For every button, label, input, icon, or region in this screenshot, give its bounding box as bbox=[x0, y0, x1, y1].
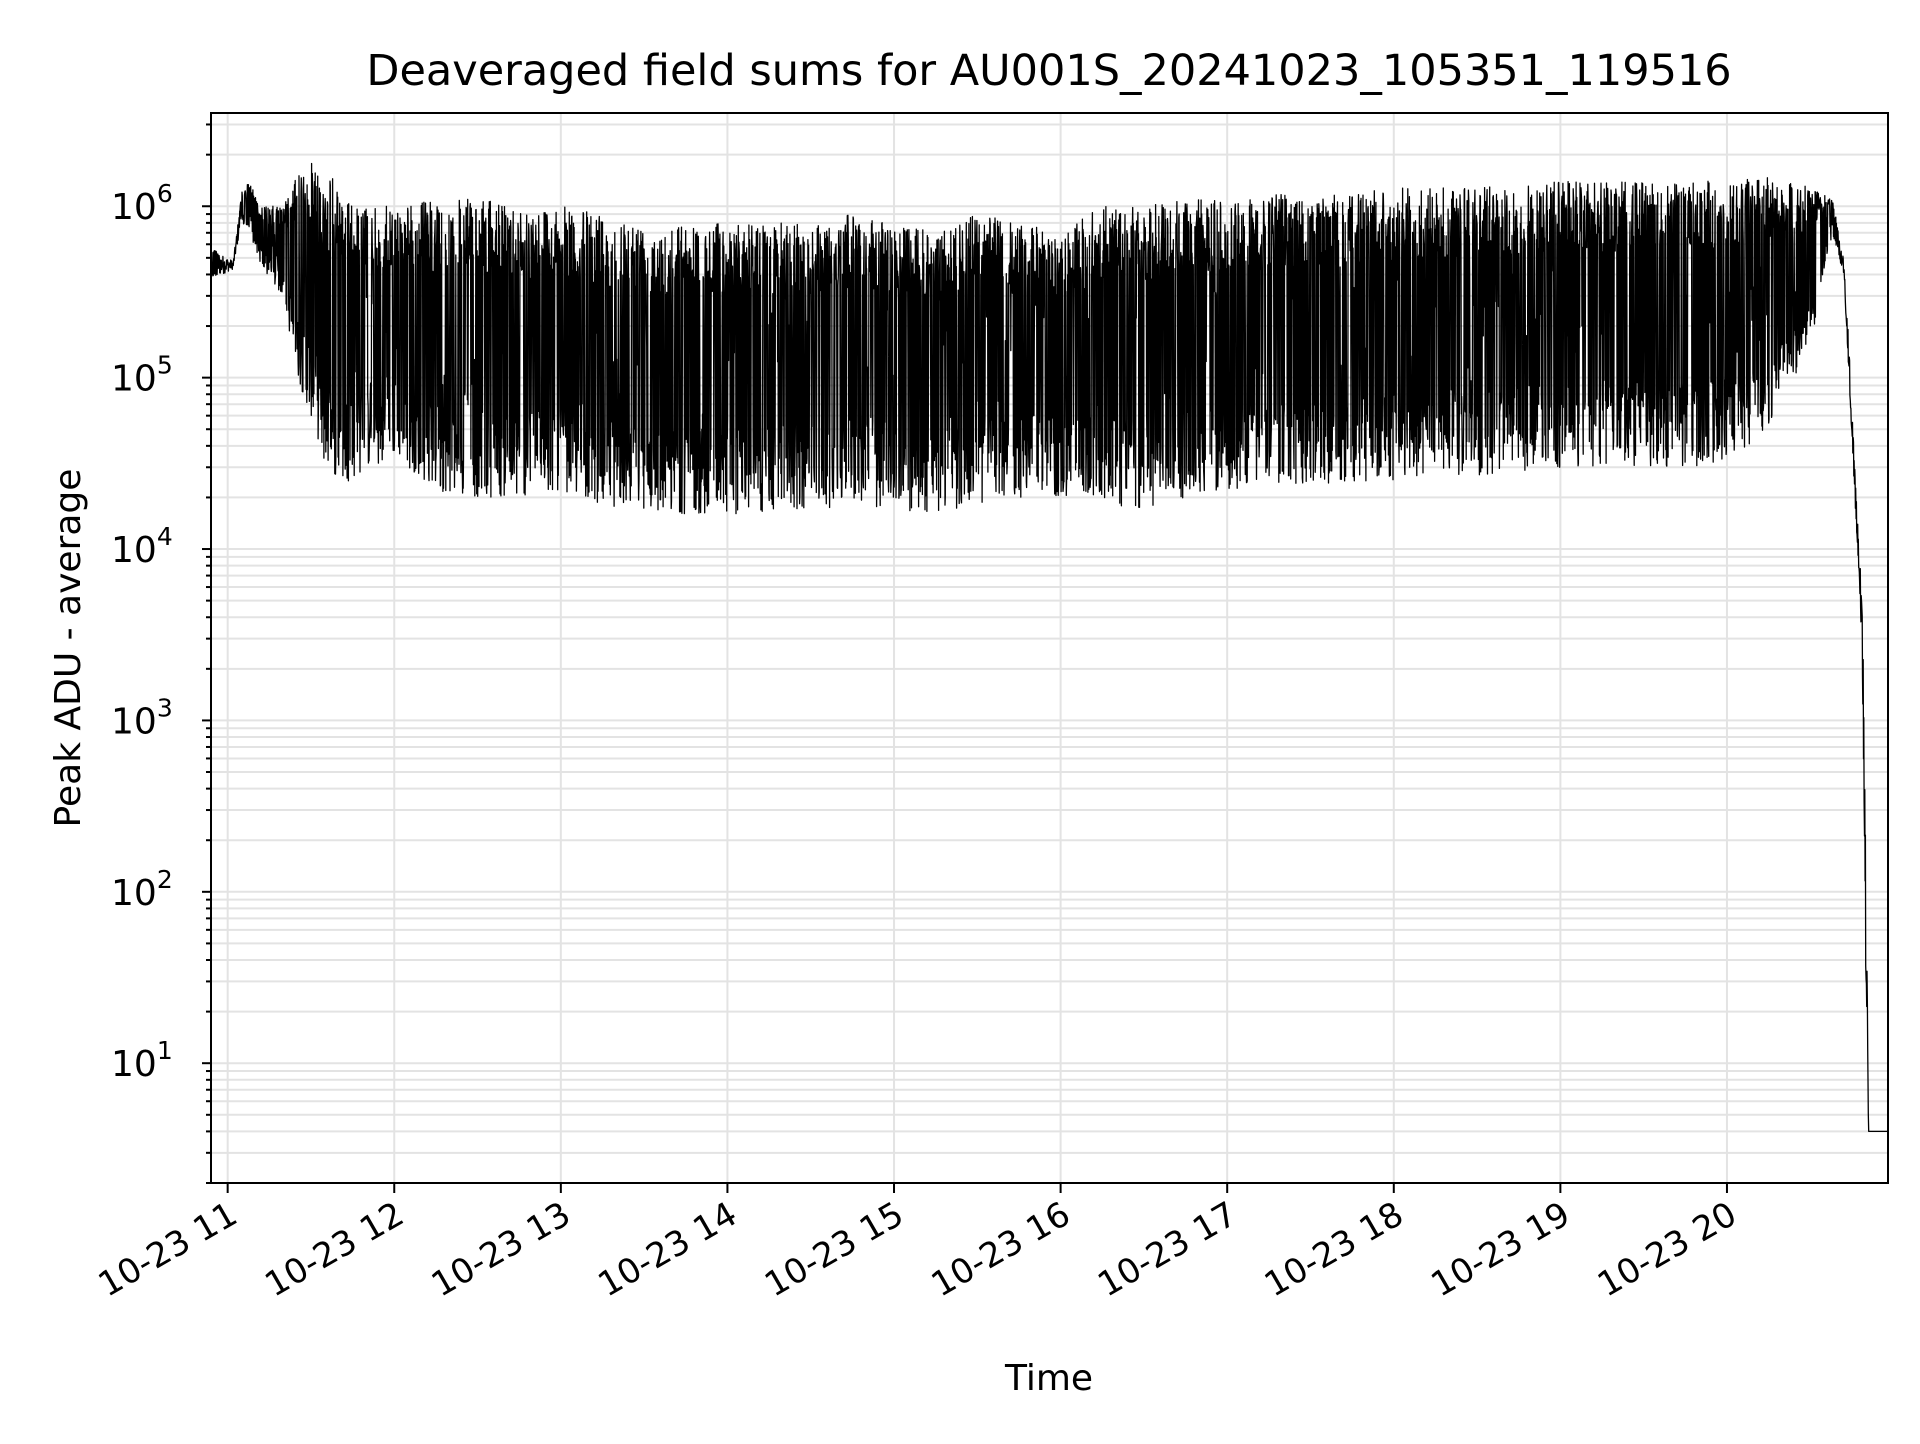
chart-title: Deaveraged field sums for AU001S_2024102… bbox=[366, 46, 1731, 96]
y-tick-label: 106 bbox=[111, 179, 173, 228]
plot-frame bbox=[210, 112, 1889, 1184]
series-line bbox=[210, 162, 1889, 1133]
data-series bbox=[210, 162, 1889, 1133]
y-axis-label: Peak ADU - average bbox=[48, 469, 89, 828]
y-tick-label: 101 bbox=[111, 1036, 173, 1085]
y-tick-label: 105 bbox=[111, 351, 173, 400]
y-tick-label: 104 bbox=[111, 522, 173, 571]
y-tick-label: 102 bbox=[111, 865, 173, 914]
y-tick-label: 103 bbox=[111, 693, 173, 742]
x-axis-label: Time bbox=[1004, 1358, 1093, 1399]
